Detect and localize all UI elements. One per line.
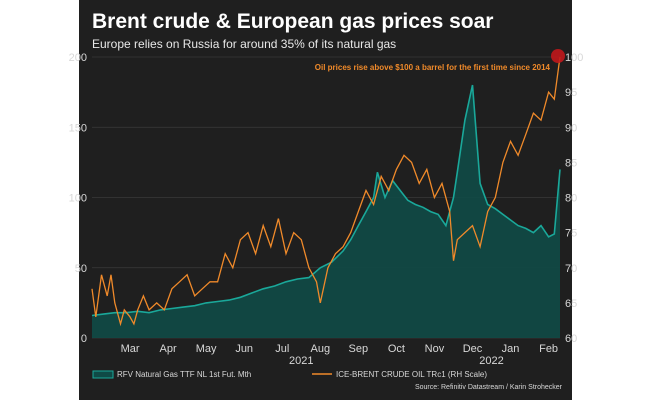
x-tick-feb: Feb (539, 343, 558, 355)
oil-peak-marker (551, 49, 565, 63)
year-label-2022: 2022 (479, 355, 503, 367)
left-tick-50: 50 (75, 263, 87, 275)
right-tick-100: 100 (565, 52, 583, 64)
x-tick-dec: Dec (463, 343, 483, 355)
oil-annotation: Oil prices rise above $100 a barrel for … (315, 63, 551, 72)
source-note: Source: Refinitiv Datastream / Karin Str… (415, 384, 563, 391)
x-tick-mar: Mar (121, 343, 140, 355)
left-axis-ticks: 0 50 100 150 200 (69, 52, 87, 345)
right-tick-60: 60 (565, 333, 577, 345)
x-tick-aug: Aug (311, 343, 331, 355)
legend: RFV Natural Gas TTF NL 1st Fut. Mth ICE-… (92, 370, 487, 379)
left-tick-200: 200 (69, 52, 87, 64)
chart-subtitle: Europe relies on Russia for around 35% o… (92, 37, 397, 51)
right-axis-ticks: 60 65 70 75 80 85 90 95 100 (565, 52, 583, 345)
x-tick-nov: Nov (425, 343, 445, 355)
legend-gas-label: RFV Natural Gas TTF NL 1st Fut. Mth (117, 370, 251, 379)
right-tick-85: 85 (565, 157, 577, 169)
gas-series-line (91, 84, 561, 317)
left-tick-0: 0 (81, 333, 87, 345)
right-tick-80: 80 (565, 193, 577, 205)
x-tick-jul: Jul (275, 343, 289, 355)
legend-gas-swatch (92, 370, 114, 379)
gas-area-fill (92, 85, 560, 338)
oil-series-line (91, 56, 561, 327)
x-tick-apr: Apr (160, 343, 177, 355)
x-axis-ticks: Mar Apr May Jun Jul Aug Sep Oct Nov Dec Jan Feb 2021… (121, 343, 558, 367)
left-tick-100: 100 (69, 193, 87, 205)
chart-title: Brent crude & European gas prices soar (92, 10, 494, 33)
year-label-2021: 2021 (289, 355, 313, 367)
right-tick-95: 95 (565, 87, 577, 99)
x-tick-jun: Jun (235, 343, 253, 355)
x-tick-sep: Sep (349, 343, 369, 355)
x-tick-may: May (196, 343, 217, 355)
right-tick-70: 70 (565, 263, 577, 275)
left-tick-150: 150 (69, 122, 87, 134)
x-tick-jan: Jan (502, 343, 520, 355)
x-tick-oct: Oct (388, 343, 405, 355)
right-tick-65: 65 (565, 298, 577, 310)
right-tick-90: 90 (565, 122, 577, 134)
right-tick-75: 75 (565, 228, 577, 240)
legend-oil-label: ICE-BRENT CRUDE OIL TRc1 (RH Scale) (336, 370, 487, 379)
